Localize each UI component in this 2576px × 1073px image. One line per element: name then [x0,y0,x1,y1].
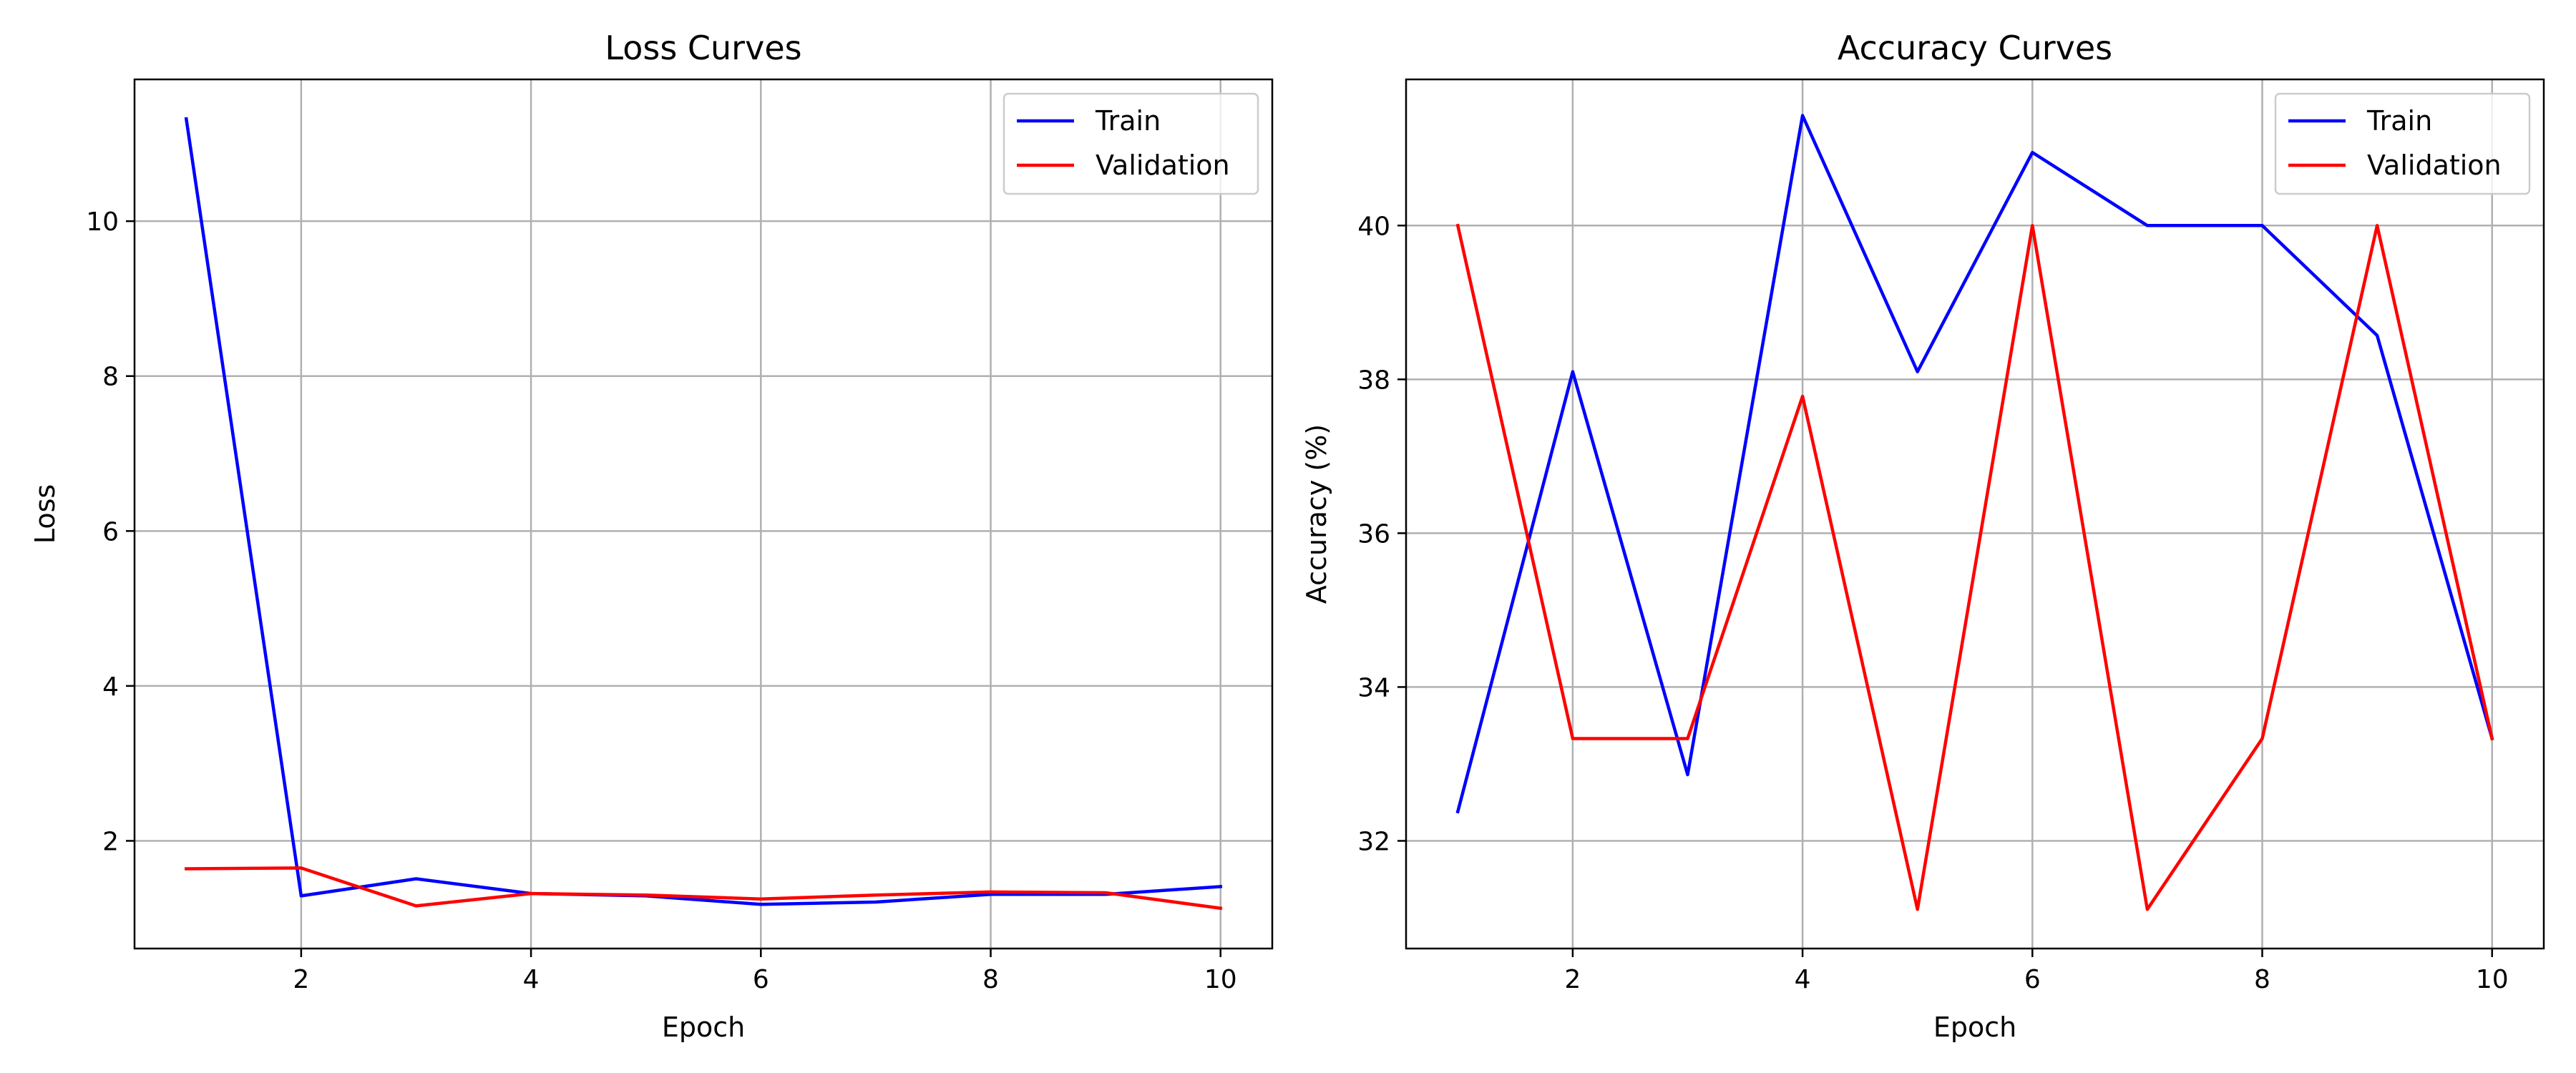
legend-label-validation: Validation [1096,150,1230,181]
x-tick-label: 8 [982,965,999,994]
y-tick-label: 36 [1357,519,1390,549]
chart-panel-2: 2 4 6 8 10 32 34 36 38 40 Accuracy Curves Epoch Accu… [1301,29,2545,1043]
x-tick-label: 8 [2254,965,2270,994]
legend: Train Validation [2274,92,2531,195]
series-line-train [1455,114,2494,814]
y-tick-label: 6 [102,517,119,547]
y-tick-label: 10 [86,207,119,237]
legend: Train Validation [1002,92,1259,195]
legend-box [1002,92,1259,195]
y-tick-label: 40 [1357,212,1390,241]
charts: 2 4 6 8 10 2 4 6 8 10 Loss Curves Epoch Loss Train Val… [29,29,2545,1043]
x-tick-label: 10 [1204,965,1237,994]
plot-frame [1405,78,2545,950]
plot-frame [133,78,1274,950]
y-tick-label: 8 [102,363,119,392]
chart-panel-1: 2 4 6 8 10 2 4 6 8 10 Loss Curves Epoch Loss Train Val… [29,29,1274,1043]
x-tick-label: 2 [293,965,309,994]
x-axis-label: Epoch [1933,1011,2016,1043]
chart-title: Loss Curves [605,29,801,67]
x-tick-label: 6 [2024,965,2041,994]
legend-label-train: Train [1095,105,1161,137]
y-axis-label: Loss [29,484,61,544]
y-axis-label: Accuracy (%) [1301,424,1332,604]
x-tick-label: 4 [523,965,540,994]
x-axis-label: Epoch [662,1011,745,1043]
y-tick-label: 38 [1357,366,1390,395]
y-tick-label: 4 [102,672,119,702]
x-tick-label: 2 [1564,965,1581,994]
series-line-validation [185,866,1223,911]
legend-label-train: Train [2366,105,2432,137]
x-tick-label: 10 [2476,965,2509,994]
x-tick-label: 4 [1795,965,1811,994]
x-tick-label: 6 [753,965,769,994]
legend-label-validation: Validation [2367,150,2502,181]
legend-box [2274,92,2531,195]
y-tick-label: 34 [1357,673,1390,702]
y-tick-label: 2 [102,827,119,856]
series-line-validation [1455,223,2494,911]
chart-title: Accuracy Curves [1838,29,2112,67]
y-tick-label: 32 [1357,827,1390,856]
grid [135,79,1272,949]
